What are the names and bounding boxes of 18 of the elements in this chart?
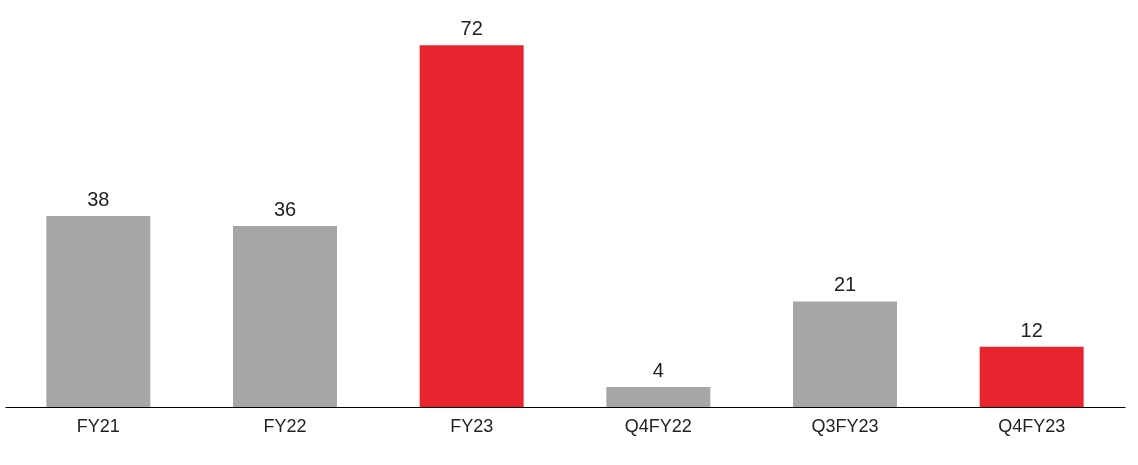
x-tick-label: FY21 xyxy=(76,415,120,436)
x-tick-label: Q3FY23 xyxy=(811,415,879,436)
bar xyxy=(233,226,337,407)
data-label: 21 xyxy=(833,273,857,296)
x-tick-label: Q4FY22 xyxy=(624,415,692,436)
x-tick-label: Q4FY23 xyxy=(998,415,1066,436)
bar xyxy=(793,301,897,407)
data-label: 4 xyxy=(652,358,664,381)
bar xyxy=(419,45,524,407)
bar xyxy=(46,216,151,407)
data-label: 38 xyxy=(87,188,110,211)
bar xyxy=(979,346,1084,407)
data-label: 72 xyxy=(460,17,483,40)
data-label: 36 xyxy=(273,198,297,221)
bar xyxy=(606,386,711,407)
x-tick-label: FY22 xyxy=(263,415,307,436)
data-label: 12 xyxy=(1020,318,1043,341)
x-tick-label: FY23 xyxy=(450,415,494,436)
